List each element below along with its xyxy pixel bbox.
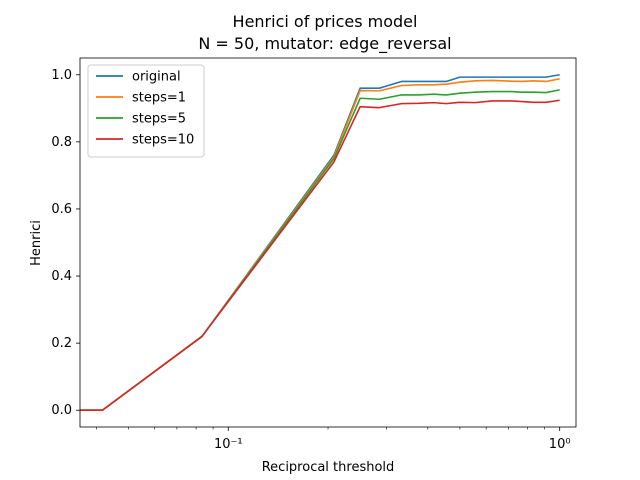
x-tick-label: 10⁻¹ bbox=[214, 437, 243, 452]
y-tick-label: 0.8 bbox=[51, 135, 72, 150]
x-tick-label: 10⁰ bbox=[549, 437, 571, 452]
legend-label-4: steps=10 bbox=[132, 133, 194, 148]
chart-subtitle: N = 50, mutator: edge_reversal bbox=[198, 34, 451, 54]
y-tick-label: 0.0 bbox=[51, 403, 72, 418]
y-tick-label: 0.2 bbox=[51, 336, 72, 351]
series-line-2 bbox=[80, 78, 560, 412]
legend-label-2: steps=1 bbox=[132, 91, 186, 106]
series-line-1 bbox=[80, 73, 560, 412]
legend-label-1: original bbox=[132, 70, 181, 85]
chart-title: Henrici of prices model bbox=[233, 12, 418, 31]
plot-area: 0.0 0.2 0.4 0.6 0.8 1.0 10⁻¹ 10⁰ original steps=1… bbox=[51, 57, 577, 452]
series-line-4 bbox=[80, 99, 560, 412]
x-axis-label: Reciprocal threshold bbox=[262, 460, 395, 475]
y-axis-label: Henrici bbox=[29, 220, 44, 266]
y-tick-label: 0.6 bbox=[51, 202, 72, 217]
legend-label-3: steps=5 bbox=[132, 112, 186, 127]
y-tick-label: 0.4 bbox=[51, 269, 72, 284]
series-line-3 bbox=[80, 89, 560, 412]
y-tick-label: 1.0 bbox=[51, 68, 72, 83]
legend-box bbox=[87, 64, 205, 158]
